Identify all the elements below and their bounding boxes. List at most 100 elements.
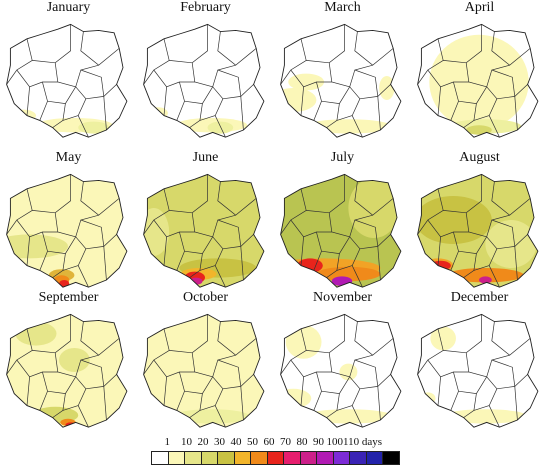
region-border bbox=[199, 265, 226, 288]
region-border bbox=[54, 352, 99, 378]
region-border bbox=[443, 174, 482, 214]
map-panel-april: April bbox=[411, 0, 548, 146]
region-border bbox=[349, 376, 361, 406]
region-border bbox=[354, 321, 394, 356]
value-region bbox=[417, 196, 492, 244]
map-panel-october: October bbox=[137, 290, 274, 436]
region-border bbox=[103, 386, 107, 421]
poland-map bbox=[280, 173, 402, 288]
region-border bbox=[153, 69, 195, 88]
country-outline bbox=[280, 313, 402, 428]
region-border bbox=[465, 352, 510, 378]
region-border bbox=[6, 328, 33, 375]
legend-swatch bbox=[233, 451, 251, 465]
region-border bbox=[80, 69, 105, 97]
region-border bbox=[306, 314, 345, 354]
month-title: October bbox=[182, 290, 229, 305]
poland-map bbox=[143, 173, 265, 288]
region-border bbox=[514, 96, 518, 131]
region-border bbox=[217, 31, 257, 66]
region-border bbox=[377, 386, 381, 421]
country-outline bbox=[143, 23, 265, 138]
region-border bbox=[486, 86, 498, 116]
region-border bbox=[427, 219, 469, 238]
region-border bbox=[300, 236, 304, 266]
country-outline bbox=[280, 23, 402, 138]
region-border bbox=[354, 31, 394, 66]
legend-label: 1 bbox=[164, 436, 171, 448]
legend-swatch bbox=[151, 451, 169, 465]
value-region bbox=[466, 125, 492, 135]
country-outline bbox=[280, 173, 402, 288]
region-border bbox=[300, 86, 304, 116]
month-title: April bbox=[464, 0, 495, 15]
region-border bbox=[32, 24, 71, 64]
country-outline bbox=[143, 313, 265, 428]
map-panel-august: August bbox=[411, 150, 548, 296]
value-region bbox=[59, 280, 70, 288]
map-base-fill bbox=[143, 174, 264, 288]
value-region bbox=[485, 220, 537, 268]
map-panel-september: September bbox=[0, 290, 137, 436]
value-region bbox=[304, 119, 392, 134]
region-border bbox=[26, 376, 30, 406]
region-border bbox=[143, 328, 170, 375]
country-outline bbox=[6, 23, 128, 138]
region-border bbox=[491, 219, 516, 247]
map-panel-november: November bbox=[274, 290, 411, 436]
region-border bbox=[486, 376, 498, 406]
legend-swatch bbox=[167, 451, 185, 465]
region-border bbox=[427, 359, 469, 378]
legend-label: 40 bbox=[230, 436, 242, 448]
region-border bbox=[153, 359, 195, 378]
value-region bbox=[447, 268, 524, 283]
region-border bbox=[217, 321, 257, 356]
region-border bbox=[26, 236, 30, 266]
legend-swatch bbox=[316, 451, 334, 465]
region-border bbox=[143, 38, 170, 85]
region-border bbox=[290, 219, 332, 238]
region-border bbox=[6, 188, 33, 235]
region-border bbox=[280, 38, 307, 85]
map-panel-december: December bbox=[411, 290, 548, 436]
month-title: February bbox=[180, 0, 231, 15]
map-base-fill bbox=[6, 24, 127, 138]
region-border bbox=[514, 386, 518, 421]
region-border bbox=[491, 321, 531, 356]
region-border bbox=[240, 96, 244, 131]
month-title: August bbox=[459, 150, 500, 165]
region-border bbox=[377, 96, 381, 131]
region-border bbox=[417, 38, 444, 85]
region-border bbox=[217, 359, 242, 387]
region-border bbox=[326, 393, 340, 418]
legend-label: 80 bbox=[296, 436, 308, 448]
legend-swatch bbox=[184, 451, 202, 465]
region-border bbox=[143, 188, 170, 235]
region-border bbox=[437, 86, 441, 116]
region-border bbox=[354, 219, 379, 247]
country-outline bbox=[6, 173, 128, 288]
country-outline bbox=[143, 173, 265, 288]
region-border bbox=[191, 352, 236, 378]
region-border bbox=[486, 236, 498, 266]
region-border bbox=[189, 393, 203, 418]
region-border bbox=[326, 103, 340, 128]
poland-map bbox=[6, 313, 128, 428]
region-border bbox=[306, 174, 345, 214]
map-panel-may: May bbox=[0, 150, 137, 296]
value-region bbox=[285, 325, 322, 359]
region-border bbox=[349, 86, 361, 116]
region-border bbox=[473, 405, 500, 428]
region-border bbox=[80, 181, 120, 216]
region-border bbox=[212, 376, 224, 406]
region-border bbox=[306, 24, 345, 64]
region-border bbox=[16, 359, 58, 378]
region-border bbox=[212, 86, 224, 116]
country-outline bbox=[6, 313, 128, 428]
region-border bbox=[417, 188, 444, 235]
legend: 1 10 20 30 40 50 60 70 80 90 100 110 days bbox=[151, 436, 511, 470]
month-title: May bbox=[55, 150, 82, 165]
region-border bbox=[16, 219, 58, 238]
map-panel-june: June bbox=[137, 150, 274, 296]
value-region bbox=[288, 73, 325, 91]
